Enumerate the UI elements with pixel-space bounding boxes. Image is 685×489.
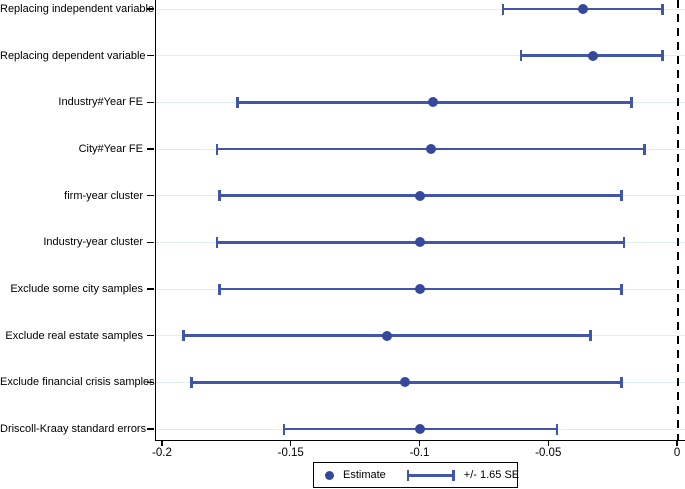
error-bar-cap: [589, 330, 592, 342]
error-bar-cap: [620, 376, 623, 388]
gridline: [156, 55, 685, 57]
zero-reference-line: [677, 0, 680, 440]
x-tick: [676, 440, 678, 446]
error-bar-cap: [218, 190, 221, 202]
error-bar-cap: [218, 283, 221, 295]
y-tick: [147, 54, 154, 57]
error-bar-cap: [519, 50, 523, 62]
y-tick: [147, 428, 154, 430]
error-bar-cap: [501, 3, 505, 15]
category-label: City#Year FE: [78, 143, 143, 155]
error-bar-cap: [215, 143, 219, 155]
legend: Estimate +/- 1.65 SE: [313, 462, 520, 488]
y-tick: [147, 381, 154, 384]
gridline: [156, 8, 685, 10]
y-tick: [147, 8, 154, 10]
error-bar-cap: [661, 50, 664, 62]
category-label: Industry#Year FE: [58, 96, 143, 109]
estimate-point: [382, 330, 392, 341]
category-label: Industry-year cluster: [43, 236, 143, 249]
estimate-point: [577, 4, 588, 14]
error-bar-cap: [282, 423, 286, 435]
error-bar-cap: [620, 190, 623, 202]
legend-se-label: +/- 1.65 SE: [463, 469, 520, 481]
estimate-point: [425, 144, 436, 154]
error-bar-cap: [622, 236, 626, 248]
x-tick-label: -0.1: [409, 447, 430, 459]
error-bar-cap: [630, 96, 633, 108]
error-bar-cap: [555, 423, 559, 435]
estimate-point: [415, 190, 426, 201]
error-bar-cap: [661, 3, 664, 15]
y-tick: [147, 334, 154, 337]
x-tick: [418, 440, 421, 446]
category-label: Exclude financial crisis samples: [0, 376, 155, 389]
y-tick: [147, 194, 154, 197]
x-tick: [161, 440, 163, 446]
x-tick-label: -0.2: [152, 447, 172, 459]
x-tick-label: -0.15: [277, 447, 304, 459]
plot-area: [155, 0, 685, 441]
y-tick: [147, 241, 154, 244]
estimate-point: [428, 97, 439, 108]
error-bar-cap: [182, 330, 185, 342]
category-label: Replacing dependent variable: [0, 49, 146, 62]
error-bar-cap: [620, 283, 623, 295]
ci-line-icon: [406, 469, 455, 481]
y-tick: [147, 288, 154, 290]
estimate-point: [415, 237, 426, 248]
estimate-dot-icon: [325, 470, 334, 480]
x-tick: [289, 440, 292, 446]
estimate-point: [415, 284, 426, 295]
category-label: Exclude some city samples: [10, 283, 143, 296]
x-tick: [547, 440, 549, 446]
estimate-point: [400, 377, 411, 388]
y-tick: [147, 148, 154, 150]
y-tick: [147, 101, 154, 104]
category-label: Replacing independent variable: [0, 3, 155, 15]
x-tick-label: 0: [673, 447, 681, 459]
estimate-point: [415, 424, 426, 435]
estimate-point: [588, 50, 599, 61]
category-label: firm-year cluster: [64, 189, 143, 202]
error-bar-cap: [643, 143, 646, 155]
error-bar-cap: [236, 96, 239, 108]
category-label: Exclude real estate samples: [5, 329, 143, 342]
category-label: Driscoll-Kraay standard errors: [0, 423, 147, 436]
error-bar-cap: [190, 376, 193, 388]
x-tick-label: -0.05: [535, 447, 562, 459]
legend-estimate-label: Estimate: [343, 469, 386, 481]
error-bar-cap: [215, 236, 219, 248]
